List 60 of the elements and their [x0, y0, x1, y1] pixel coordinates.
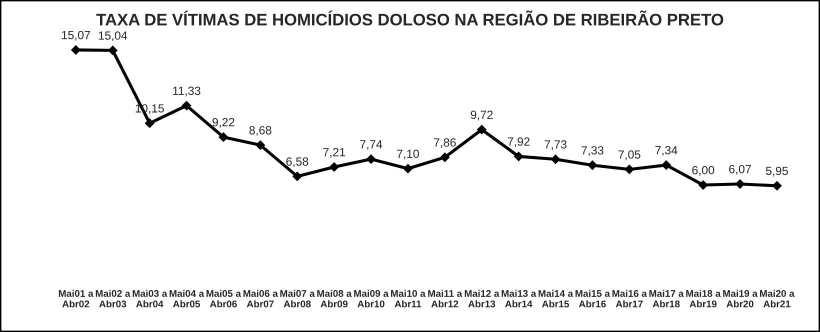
x-tick-label: Mai03 a Abr04: [132, 290, 168, 308]
point: [662, 160, 671, 170]
point: [330, 162, 339, 172]
x-tick-label: Mai07 a Abr08: [280, 290, 315, 308]
data-label: 7,86: [434, 138, 456, 148]
x-tick-label: Mai04 a Abr05: [170, 290, 204, 308]
x-tick-label: Mai05 a Abr06: [206, 290, 242, 308]
data-label: 5,95: [766, 166, 788, 176]
point: [772, 181, 782, 190]
point: [440, 152, 450, 162]
point: [218, 132, 228, 142]
point: [108, 46, 118, 56]
data-label: 6,07: [729, 164, 751, 175]
x-tick-label: Mai15 a Abr16: [576, 290, 610, 308]
point: [145, 118, 154, 128]
x-tick-label: Mai12 a Abr13: [464, 290, 500, 308]
x-tick-label: Mai02 a Abr03: [96, 290, 130, 308]
data-label: 9,22: [212, 118, 234, 128]
data-label: 15,04: [98, 31, 128, 42]
data-label: 6,00: [692, 166, 714, 176]
chart-title: TAXA DE VÍTIMAS DE HOMICÍDIOS DOLOSO NA REGIÃO DE RIBEIRÃO PRETO: [96, 10, 724, 26]
x-tick-label: Mai10 a Abr11: [391, 290, 426, 308]
x-tick-label: Mai14 a Abr15: [538, 290, 574, 308]
data-label: 7,33: [582, 146, 604, 156]
data-label: 9,72: [470, 110, 493, 120]
data-label: 8,68: [249, 126, 272, 136]
data-label: 7,92: [508, 137, 530, 148]
x-tick-label: Mai11 a Abr12: [428, 290, 462, 308]
x-tick-label: Mai01 a Abr02: [58, 290, 94, 308]
point: [514, 152, 524, 162]
data-label: 7,10: [397, 150, 419, 160]
data-label: 7,05: [618, 150, 640, 160]
x-tick-label: Mai17 a Abr18: [649, 290, 684, 308]
point: [698, 180, 708, 190]
x-tick-label: Mai20 a Abr21: [760, 290, 795, 308]
x-tick-label: Mai13 a Abr14: [502, 290, 536, 308]
point: [71, 45, 80, 55]
x-tick-label: Mai16 a Abr17: [612, 290, 647, 308]
x-tick-label: Mai08 a Abr09: [317, 290, 352, 308]
data-label: 6,58: [286, 157, 308, 168]
point: [403, 164, 413, 174]
point: [182, 101, 192, 110]
x-tick-label: Mai06 a Abr07: [243, 290, 278, 308]
x-tick-label: Mai19 a Abr20: [723, 290, 758, 308]
point: [624, 164, 634, 174]
data-label: 7,34: [655, 146, 678, 156]
data-label: 7,73: [544, 140, 567, 150]
point: [588, 160, 598, 170]
point: [366, 154, 376, 164]
point: [735, 179, 745, 189]
data-label: 11,33: [173, 86, 200, 96]
data-label: 7,21: [323, 148, 346, 158]
point: [477, 125, 486, 134]
x-tick-label: Mai18 a Abr19: [686, 290, 721, 308]
data-label: 7,74: [360, 140, 382, 150]
point: [256, 140, 265, 150]
data-label: 15,07: [62, 30, 90, 41]
point: [292, 172, 302, 182]
x-tick-label: Mai09 a Abr10: [354, 290, 389, 308]
point: [550, 154, 560, 164]
